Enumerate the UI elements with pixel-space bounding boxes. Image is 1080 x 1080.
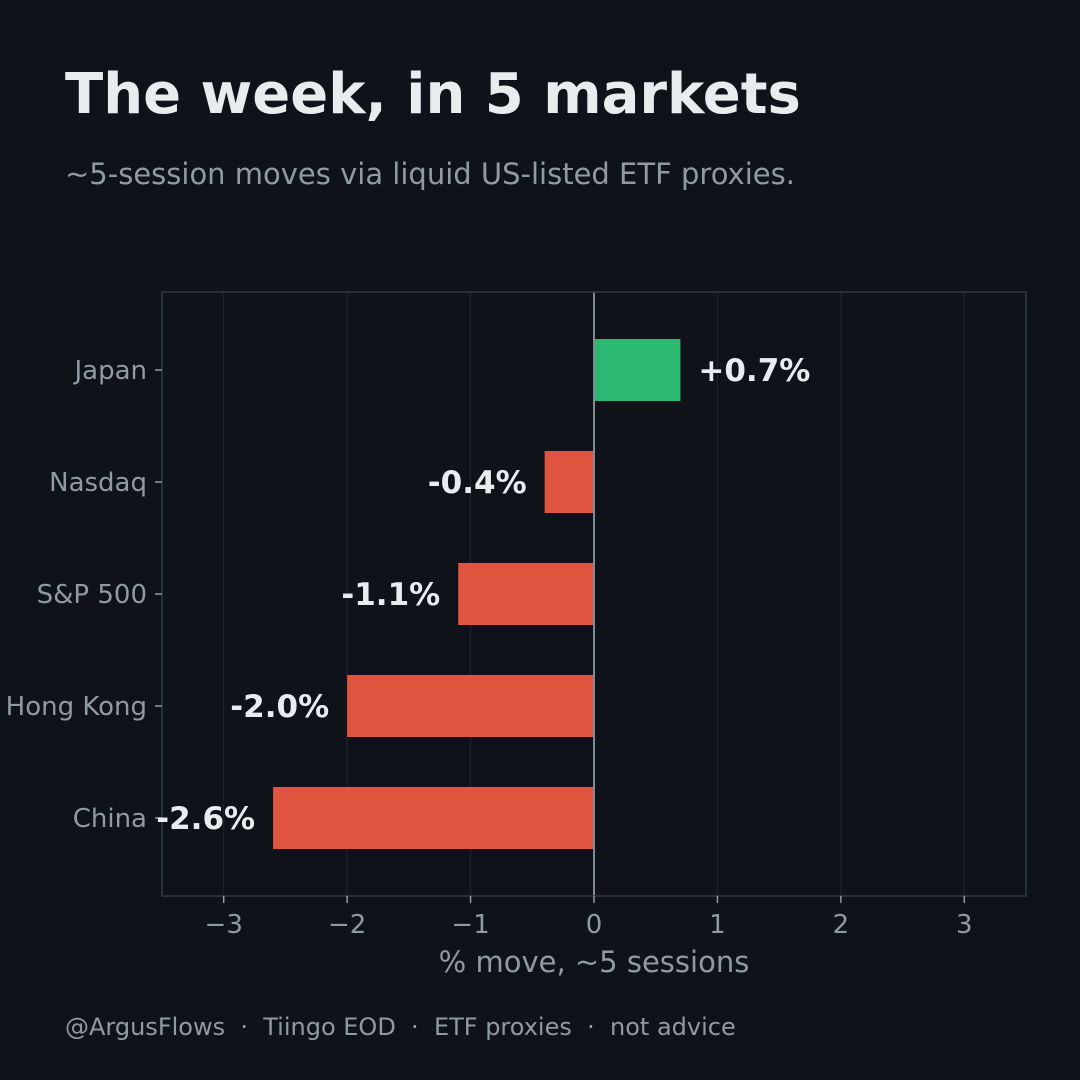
- y-tick-label: China: [73, 804, 147, 834]
- labels: +0.7% -0.4% -1.1% -2.0% -2.6%: [156, 353, 810, 837]
- y-tick-label: Japan: [72, 356, 147, 386]
- bar-japan: [594, 339, 681, 401]
- x-tick-label: −3: [205, 910, 243, 940]
- chart-title: The week, in 5 markets: [65, 62, 801, 127]
- bar-s-p-500: [458, 563, 594, 625]
- data-label: -1.1%: [341, 577, 440, 613]
- data-label: +0.7%: [698, 353, 810, 389]
- data-label: -2.0%: [230, 689, 329, 725]
- chart-subtitle: ~5-session moves via liquid US-listed ET…: [65, 157, 795, 191]
- x-axis-label: % move, ~5 sessions: [439, 945, 750, 979]
- footer-credits: @ArgusFlows · Tiingo EOD · ETF proxies ·…: [65, 1013, 736, 1041]
- bar-china: [273, 787, 594, 849]
- x-tick-label: 1: [709, 910, 726, 940]
- data-label: -0.4%: [428, 465, 527, 501]
- y-tick-label: Hong Kong: [6, 692, 147, 722]
- x-tick-label: −2: [328, 910, 366, 940]
- bar-chart: −3 −2 −1 0 1 2 3 % move, ~5 sessions Japan Nasdaq…: [6, 291, 1027, 979]
- x-tick-label: 3: [956, 910, 973, 940]
- data-label: -2.6%: [156, 801, 255, 837]
- y-tick-label: S&P 500: [37, 580, 147, 610]
- bar-nasdaq: [544, 451, 594, 513]
- y-tick-label: Nasdaq: [49, 468, 147, 498]
- x-tick-label: 2: [833, 910, 850, 940]
- x-tick-label: −1: [451, 910, 489, 940]
- x-tick-label: 0: [586, 910, 603, 940]
- axes: −3 −2 −1 0 1 2 3 % move, ~5 sessions Japan Nasdaq…: [6, 291, 1027, 979]
- bar-hong-kong: [347, 675, 594, 737]
- bars: [273, 339, 681, 849]
